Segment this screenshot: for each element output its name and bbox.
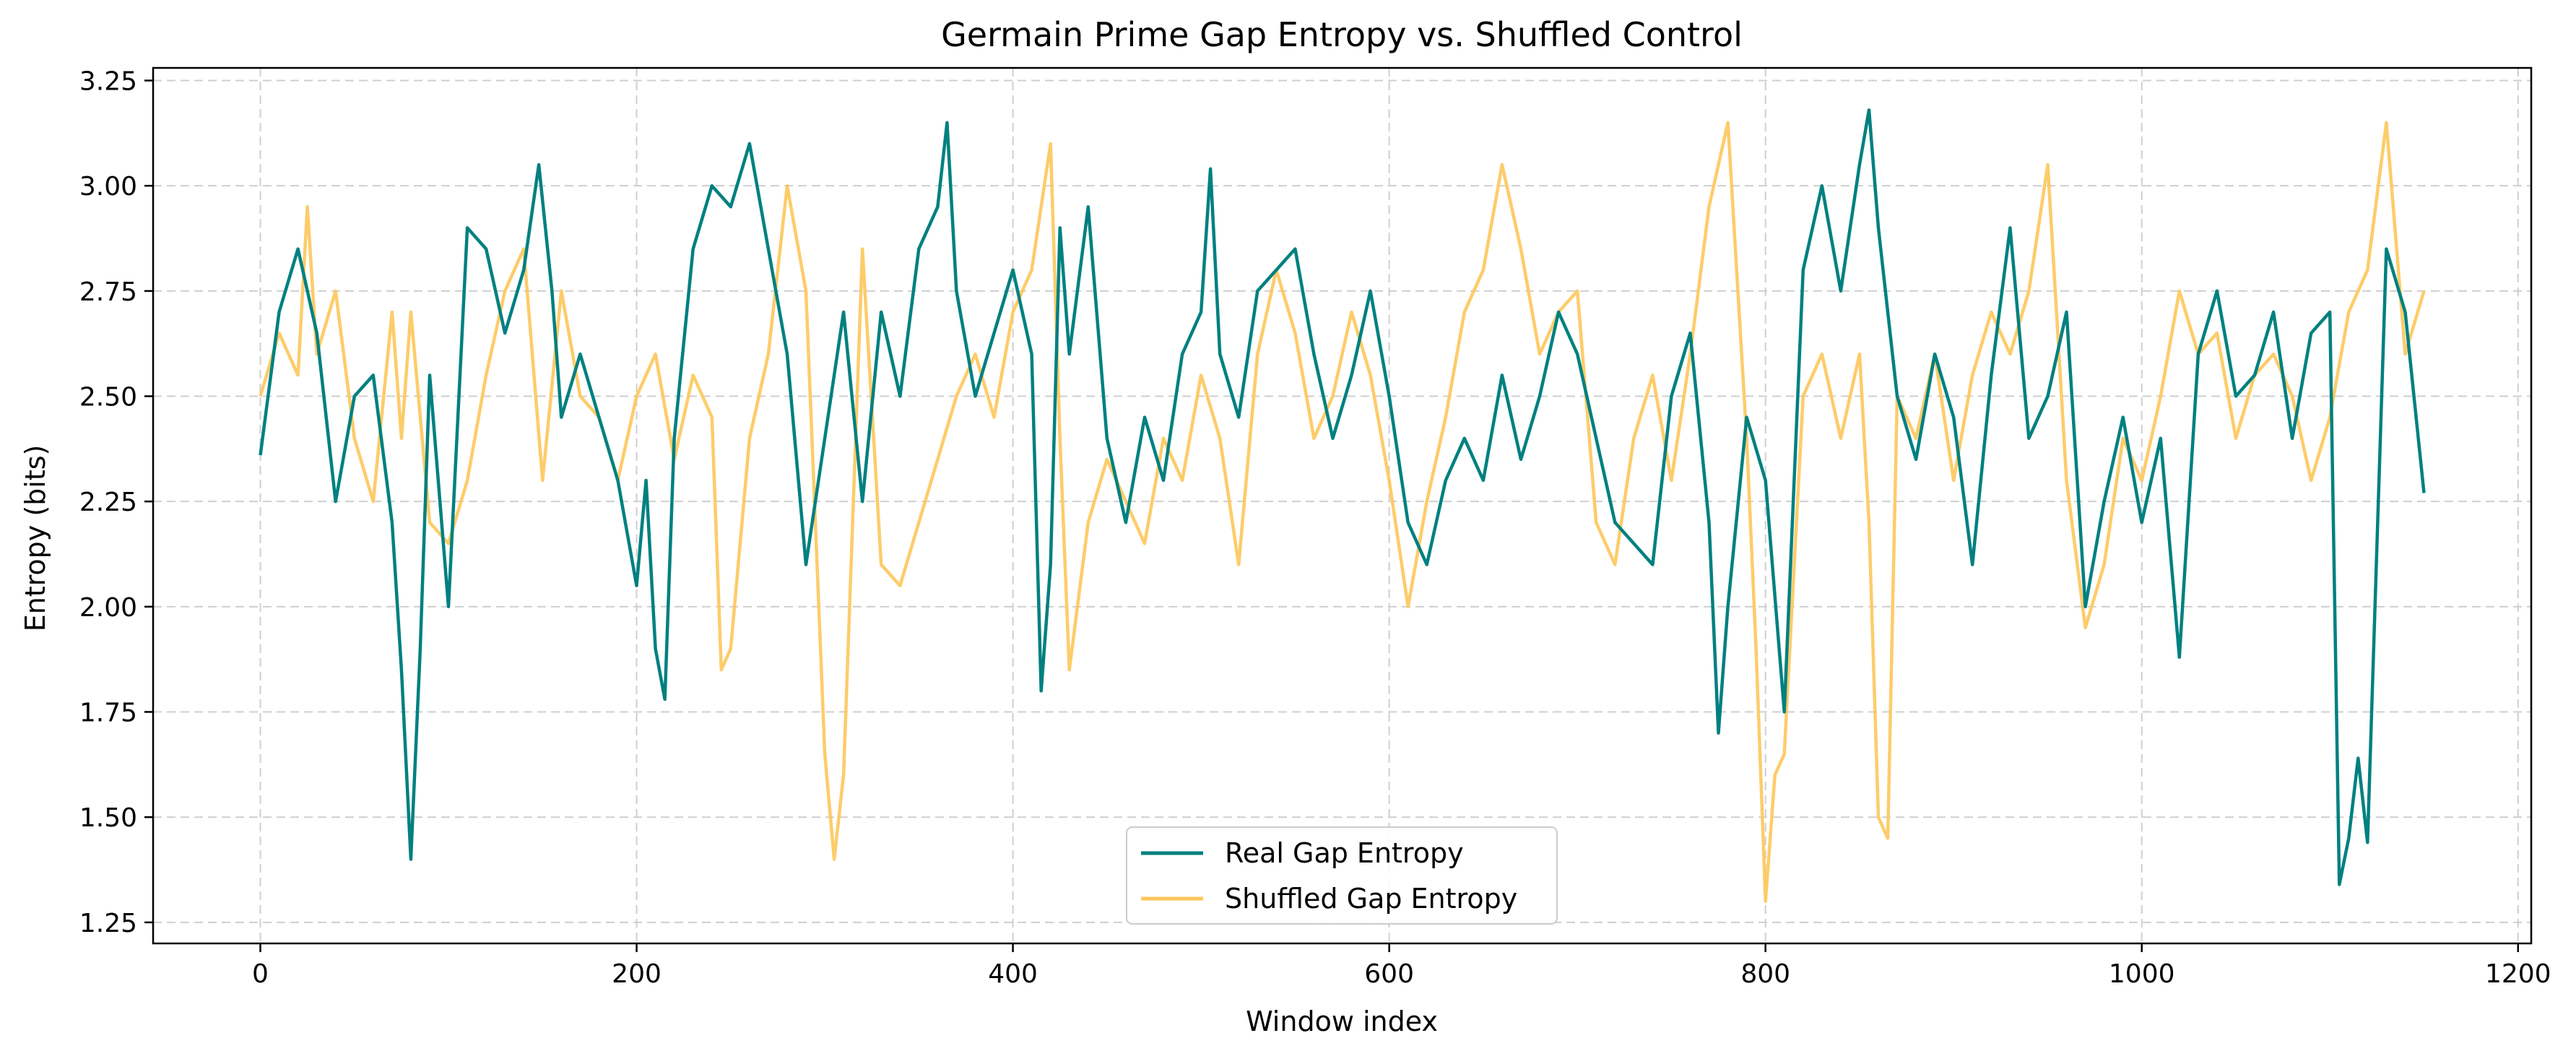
y-tick-label: 2.00 <box>79 593 137 623</box>
y-tick-label: 2.75 <box>79 277 137 307</box>
series-line-real <box>259 108 2426 886</box>
chart-title: Germain Prime Gap Entropy vs. Shuffled C… <box>941 15 1743 54</box>
legend-label-shuffled: Shuffled Gap Entropy <box>1225 883 1517 915</box>
y-tick-label: 2.25 <box>79 488 137 517</box>
legend-box <box>1126 826 1558 925</box>
legend-label-real: Real Gap Entropy <box>1225 837 1464 869</box>
x-tick-label: 600 <box>1364 959 1414 989</box>
legend: Real Gap Entropy Shuffled Gap Entropy <box>1126 826 1558 925</box>
series-layer <box>259 108 2426 903</box>
x-tick-label: 0 <box>252 959 269 989</box>
grid-layer <box>153 68 2531 943</box>
y-axis-label: Entropy (bits) <box>19 445 51 632</box>
y-tick-label: 1.50 <box>79 803 137 833</box>
y-tick-label: 3.25 <box>79 66 137 96</box>
x-tick-label: 1000 <box>2109 959 2175 989</box>
x-tick-label: 800 <box>1740 959 1790 989</box>
x-axis-label: Window index <box>1246 1006 1438 1037</box>
y-tick-label: 3.00 <box>79 172 137 202</box>
x-tick-label: 200 <box>612 959 662 989</box>
y-tick-label: 2.50 <box>79 383 137 412</box>
y-tick-label: 1.25 <box>79 909 137 938</box>
ticks-layer: 0 200 400 600 800 1000 1200 1.25 1.50 1.75 2.00 2.2… <box>79 66 2551 989</box>
x-tick-label: 1200 <box>2485 959 2551 989</box>
x-tick-label: 400 <box>988 959 1038 989</box>
plot-frame <box>152 66 2533 945</box>
y-tick-label: 1.75 <box>79 699 137 728</box>
